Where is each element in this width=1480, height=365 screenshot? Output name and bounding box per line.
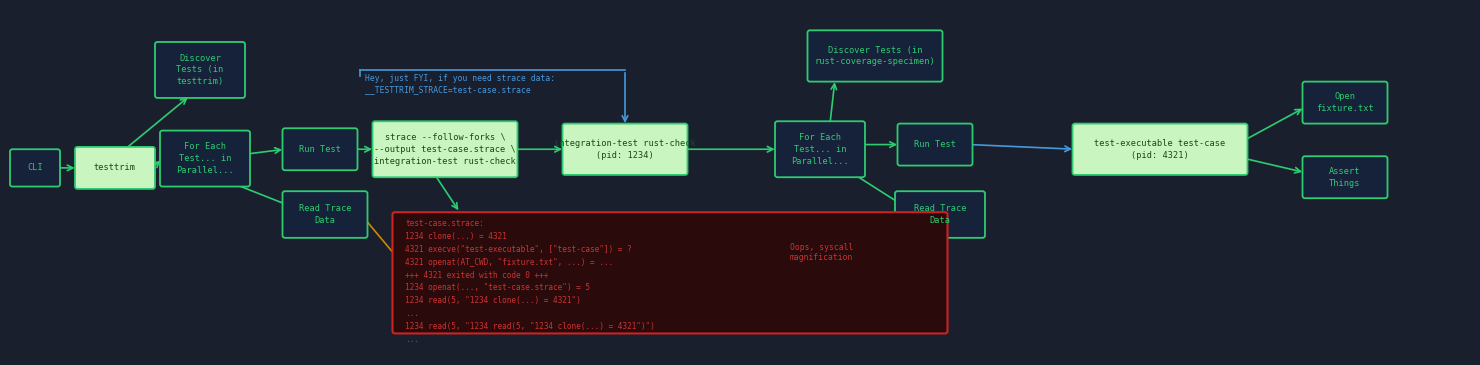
Text: Run Test: Run Test [299,145,340,154]
Text: CLI: CLI [27,164,43,172]
Text: Discover Tests (in
rust-coverage-specimen): Discover Tests (in rust-coverage-specime… [814,46,935,66]
FancyBboxPatch shape [776,121,864,177]
Text: Open
fixture.txt: Open fixture.txt [1316,92,1373,113]
FancyBboxPatch shape [895,191,986,238]
FancyBboxPatch shape [155,42,246,98]
Text: testtrim: testtrim [95,164,136,172]
FancyBboxPatch shape [373,121,518,177]
FancyBboxPatch shape [10,149,61,187]
Text: Discover
Tests (in
testtrim): Discover Tests (in testtrim) [176,54,223,86]
Text: strace --follow-forks \
--output test-case.strace \
integration-test rust-check: strace --follow-forks \ --output test-ca… [374,133,517,166]
FancyBboxPatch shape [160,131,250,187]
Text: Run Test: Run Test [915,140,956,149]
Text: Read Trace
Data: Read Trace Data [913,204,966,225]
Text: Oops, syscall
magnification: Oops, syscall magnification [790,242,854,262]
Text: test-executable test-case
(pid: 4321): test-executable test-case (pid: 4321) [1094,139,1225,160]
Text: Hey, just FYI, if you need strace data:
__TESTTRIM_STRACE=test-case.strace: Hey, just FYI, if you need strace data: … [366,74,555,94]
FancyBboxPatch shape [75,147,155,189]
FancyBboxPatch shape [1302,82,1388,124]
FancyBboxPatch shape [283,191,367,238]
FancyBboxPatch shape [1302,156,1388,198]
FancyBboxPatch shape [1073,124,1248,175]
FancyBboxPatch shape [897,124,972,166]
Text: Read Trace
Data: Read Trace Data [299,204,351,225]
FancyBboxPatch shape [562,124,688,175]
Text: Assert
Things: Assert Things [1329,167,1360,188]
FancyBboxPatch shape [808,30,943,82]
Text: For Each
Test... in
Parallel...: For Each Test... in Parallel... [792,133,850,166]
FancyBboxPatch shape [283,128,358,170]
Text: test-case.strace:
1234 clone(...) = 4321
4321 execve("test-executable", ["test-c: test-case.strace: 1234 clone(...) = 4321… [406,219,654,344]
Text: integration-test rust-check
(pid: 1234): integration-test rust-check (pid: 1234) [554,139,696,160]
FancyBboxPatch shape [392,212,947,334]
Text: For Each
Test... in
Parallel...: For Each Test... in Parallel... [176,142,234,175]
